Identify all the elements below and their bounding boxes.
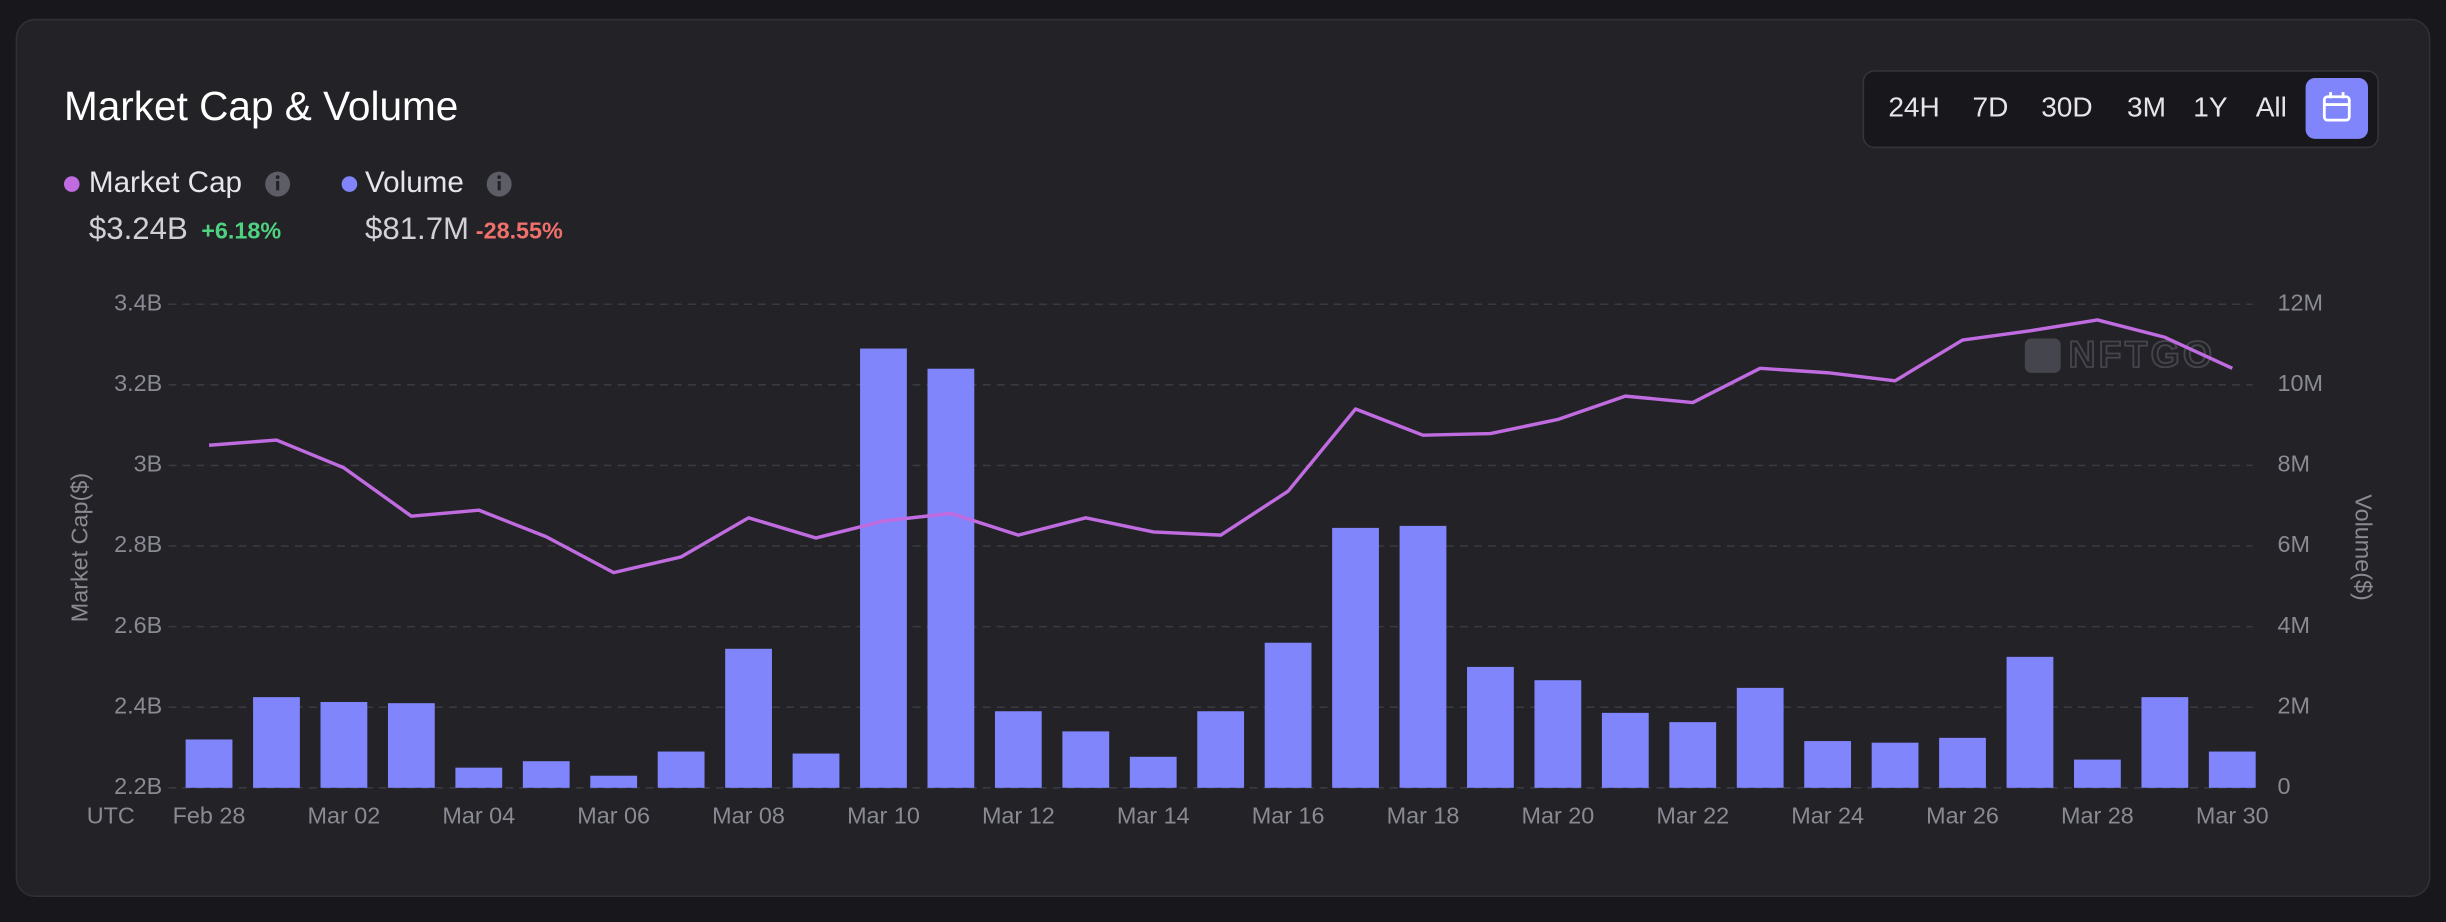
volume-bar xyxy=(253,697,300,788)
volume-bar xyxy=(1804,741,1852,788)
volume-bar xyxy=(994,711,1042,788)
volume-bar xyxy=(1601,712,1649,788)
y-tick-label: 3B xyxy=(134,451,163,477)
range-button[interactable]: All xyxy=(2256,92,2287,123)
y-tick-label: 2.8B xyxy=(114,531,162,557)
volume-bar xyxy=(1197,711,1245,788)
legend-summary: $3.24B xyxy=(89,211,188,246)
info-glyph xyxy=(497,175,502,179)
volume-bar xyxy=(455,767,503,788)
x-tick-label: Mar 18 xyxy=(1387,803,1460,829)
legend-dot xyxy=(63,176,80,192)
x-tick-label: Mar 12 xyxy=(982,803,1055,829)
info-glyph xyxy=(276,180,280,191)
info-icon[interactable] xyxy=(265,171,291,197)
volume-bar xyxy=(2074,759,2121,788)
y2-tick-label: 0 xyxy=(2278,773,2291,799)
info-icon[interactable] xyxy=(486,171,512,197)
x-tick-label: Mar 14 xyxy=(1117,803,1190,829)
y2-tick-label: 4M xyxy=(2278,612,2310,638)
volume-bar xyxy=(927,368,975,788)
volume-bar xyxy=(387,703,435,788)
volume-bar xyxy=(1939,737,1986,788)
volume-bar xyxy=(1736,687,1784,788)
calendar-button-bg[interactable] xyxy=(2305,78,2369,139)
range-button[interactable]: 7D xyxy=(1973,92,2009,123)
watermark: NFTGO xyxy=(2024,332,2215,376)
volume-bar xyxy=(2208,751,2256,788)
volume-bar xyxy=(185,739,233,788)
y-tick-label: 2.4B xyxy=(114,692,162,718)
legend-change: -28.55% xyxy=(476,218,563,244)
volume-bar xyxy=(1669,722,1717,788)
volume-bar xyxy=(1264,642,1312,788)
x-tick-label: Mar 02 xyxy=(308,803,381,829)
volume-bar xyxy=(320,701,368,788)
legend-summary: $81.7M xyxy=(365,211,469,246)
volume-bar xyxy=(590,775,638,788)
chart-title: Market Cap & Volume xyxy=(64,83,458,129)
info-glyph xyxy=(497,180,501,191)
y2-tick-label: 8M xyxy=(2278,451,2310,477)
volume-bar xyxy=(1467,666,1514,788)
x-tick-label: Mar 30 xyxy=(2196,803,2269,829)
volume-bar xyxy=(792,753,840,788)
x-tick-label: Feb 28 xyxy=(173,803,246,829)
legend-label: Market Cap xyxy=(89,166,242,199)
watermark-logo xyxy=(2024,338,2061,373)
legend-dot xyxy=(341,176,358,192)
volume-bar xyxy=(1871,742,1919,788)
volume-bar xyxy=(725,648,772,788)
y-tick-label: 2.2B xyxy=(114,773,162,799)
range-button[interactable]: 24H xyxy=(1888,92,1939,123)
range-button[interactable]: 30D xyxy=(2041,92,2092,123)
x-tick-label: Mar 28 xyxy=(2061,803,2134,829)
volume-bar xyxy=(1399,525,1447,788)
volume-bar xyxy=(2141,697,2189,788)
info-glyph xyxy=(275,175,280,179)
range-button[interactable]: 3M xyxy=(2127,92,2166,123)
volume-bar xyxy=(2006,656,2054,788)
volume-bar xyxy=(1129,756,1177,788)
x-tick-label: Mar 10 xyxy=(847,803,920,829)
volume-bar xyxy=(860,348,907,788)
x-axis-note: UTC xyxy=(87,803,135,829)
y2-tick-label: 2M xyxy=(2278,692,2310,718)
x-tick-label: Mar 08 xyxy=(712,803,785,829)
x-tick-label: Mar 22 xyxy=(1656,803,1729,829)
x-tick-label: Mar 04 xyxy=(442,803,515,829)
y2-tick-label: 12M xyxy=(2278,289,2323,315)
market-cap-line xyxy=(208,318,2234,575)
watermark-text: NFTGO xyxy=(2068,333,2215,375)
y-tick-label: 3.4B xyxy=(114,289,162,315)
x-tick-label: Mar 16 xyxy=(1252,803,1325,829)
calendar-button[interactable] xyxy=(2305,78,2369,139)
x-tick-label: Mar 26 xyxy=(1926,803,1999,829)
y2-axis-label: Volume($) xyxy=(2351,494,2377,601)
calendar-icon xyxy=(2322,95,2351,122)
legend-label: Volume xyxy=(365,166,464,199)
volume-bar xyxy=(1062,731,1110,788)
y-axis-label: Market Cap($) xyxy=(66,473,92,622)
y-tick-label: 3.2B xyxy=(114,370,162,396)
legend-change: +6.18% xyxy=(201,218,281,244)
volume-bar xyxy=(1332,527,1379,788)
y2-tick-label: 10M xyxy=(2278,370,2323,396)
x-tick-label: Mar 20 xyxy=(1521,803,1594,829)
y2-tick-label: 6M xyxy=(2278,531,2310,557)
x-tick-label: Mar 06 xyxy=(577,803,650,829)
range-toolbar xyxy=(1862,70,2379,149)
x-tick-label: Mar 24 xyxy=(1791,803,1864,829)
card xyxy=(15,18,2431,898)
y-tick-label: 2.6B xyxy=(114,612,162,638)
volume-bar xyxy=(1534,680,1582,788)
volume-bar xyxy=(657,751,705,788)
range-button[interactable]: 1Y xyxy=(2193,92,2228,123)
volume-bar xyxy=(522,761,570,788)
